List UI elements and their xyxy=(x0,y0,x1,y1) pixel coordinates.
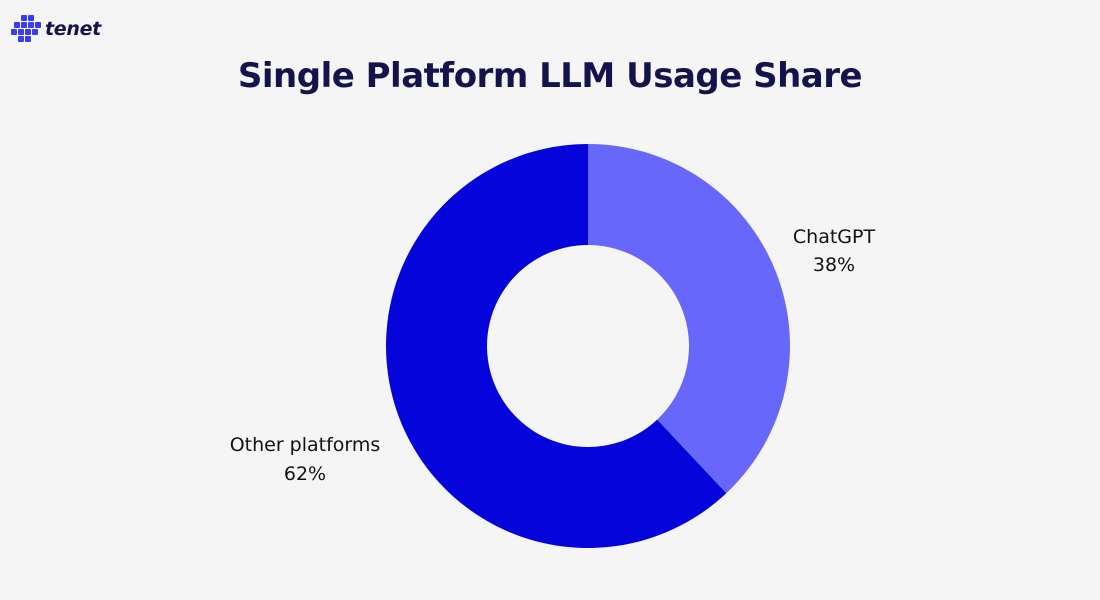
slice-label-name: ChatGPT xyxy=(793,226,876,248)
brand-logo: tenet xyxy=(10,14,101,44)
donut-slice-chatgpt xyxy=(588,144,790,494)
slice-label-name: Other platforms xyxy=(230,434,381,456)
slice-label-value: 62% xyxy=(284,463,326,485)
brand-name: tenet xyxy=(45,18,101,40)
tenet-logo-icon xyxy=(11,15,41,42)
slice-label-value: 38% xyxy=(813,254,855,276)
donut-slice-other-platforms xyxy=(385,144,727,548)
chart-title: Single Platform LLM Usage Share xyxy=(237,56,863,96)
